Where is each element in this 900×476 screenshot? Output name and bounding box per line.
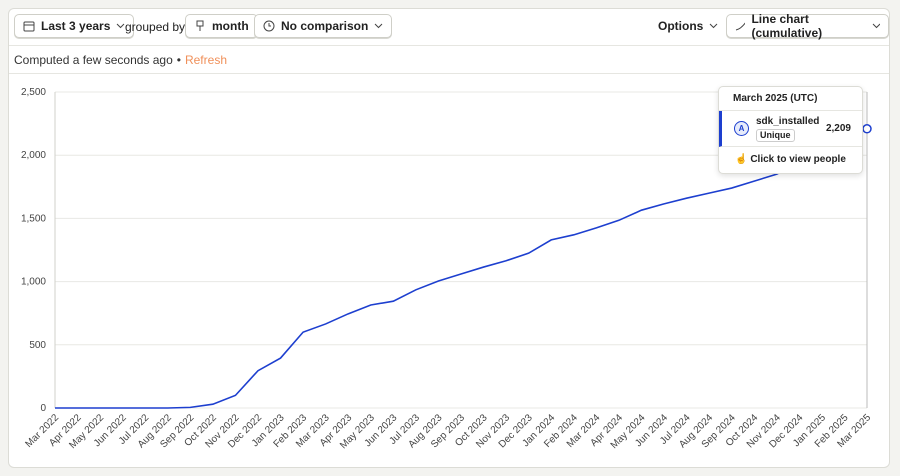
computed-text: Computed a few seconds ago: [14, 52, 173, 67]
chevron: [375, 23, 383, 29]
tooltip: March 2025 (UTC) A sdk_installed Unique …: [718, 86, 863, 174]
series-name: sdk_installed: [756, 116, 820, 127]
insight-card: Last 3 years grouped by month No compari…: [8, 8, 890, 468]
y-tick-label: 1,000: [21, 277, 46, 288]
tooltip-value: 2,209: [825, 123, 851, 134]
view-people-text: Click to view people: [750, 154, 846, 165]
options: Options: [658, 19, 704, 33]
line-icon: [735, 21, 746, 31]
comparison: No comparison: [281, 19, 369, 33]
series-badge: A: [734, 121, 749, 136]
date-range: Last 3 years: [41, 19, 111, 33]
refresh-link[interactable]: Refresh: [184, 52, 227, 67]
grouped-by-label: grouped by: [125, 20, 186, 34]
chart-type-button[interactable]: Line chart (cumulative): [726, 12, 889, 40]
interval-button[interactable]: month: [185, 14, 258, 38]
y-tick-label: 1,500: [21, 213, 46, 224]
y-tick-label: 500: [29, 340, 46, 351]
calendar-icon: [23, 21, 35, 32]
interval: month: [212, 19, 249, 33]
separator: •: [176, 52, 181, 67]
math-tag: Unique: [756, 129, 795, 142]
tooltip-row[interactable]: A sdk_installed Unique 2,209: [719, 111, 862, 147]
tooltip-title: March 2025 (UTC): [719, 87, 862, 111]
status-bar: Computed a few seconds ago • Refresh: [9, 46, 889, 74]
y-tick-label: 0: [40, 403, 46, 414]
chevron: [117, 23, 125, 29]
chevron: [872, 23, 880, 29]
pin-icon: [196, 20, 204, 31]
chart-type: Line chart (cumulative): [751, 12, 823, 40]
date-range-button[interactable]: Last 3 years: [14, 14, 135, 38]
toolbar: Last 3 years grouped by month No compari…: [9, 9, 889, 46]
clock-icon: [263, 20, 275, 32]
series-line: [55, 128, 868, 409]
hover-point: [862, 124, 872, 134]
chevron: [709, 23, 718, 29]
comparison-button[interactable]: No comparison: [254, 14, 393, 38]
view-people[interactable]: ☝ Click to view people: [735, 154, 846, 165]
y-tick-label: 2,500: [21, 87, 46, 98]
y-tick-label: 2,000: [21, 150, 46, 161]
options-button[interactable]: Options: [649, 14, 728, 38]
